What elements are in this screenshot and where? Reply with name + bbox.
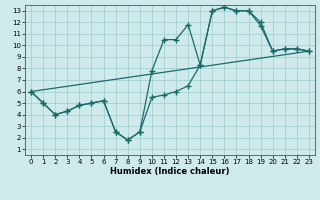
X-axis label: Humidex (Indice chaleur): Humidex (Indice chaleur) [110, 167, 230, 176]
